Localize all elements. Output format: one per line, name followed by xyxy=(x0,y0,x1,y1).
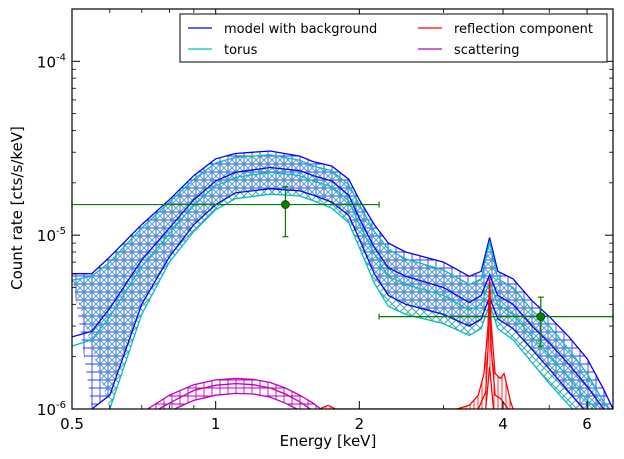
x-tick-label: 0.5 xyxy=(60,415,84,433)
line-model-with-background-upper xyxy=(72,150,613,409)
legend-entry-reflection-component: reflection component xyxy=(418,22,593,37)
legend-label: reflection component xyxy=(454,22,593,37)
legend-label: torus xyxy=(224,43,258,58)
legend-label: scattering xyxy=(454,43,520,58)
legend-entry-torus: torus xyxy=(188,43,258,58)
x-tick-label: 4 xyxy=(498,415,508,433)
y-tick-label: 10-6 xyxy=(37,400,66,419)
legend-entry-model-with-background: model with background xyxy=(188,22,377,37)
line-scattering-lower xyxy=(174,392,298,409)
data-points xyxy=(71,186,614,347)
data-point-2 xyxy=(378,296,614,347)
x-axis-label: Energy [keV] xyxy=(280,432,377,450)
line-torus-lower xyxy=(109,193,574,409)
x-tick-label: 1 xyxy=(211,415,221,433)
band-torus xyxy=(72,154,610,409)
line-model-with-background-lower xyxy=(91,188,585,409)
y-tick-label: 10-5 xyxy=(37,226,66,245)
legend: model with background reflection componen… xyxy=(179,13,608,63)
x-tick-label: 2 xyxy=(355,415,365,433)
line-scattering-middle xyxy=(158,382,311,409)
legend-label: model with background xyxy=(224,22,377,37)
line-model-with-background-middle xyxy=(72,166,605,409)
line-torus-middle xyxy=(72,171,598,409)
x-axis-ticks: 0.5 1 2 4 6 xyxy=(60,9,592,433)
x-tick-label: 6 xyxy=(582,415,592,433)
data-point-marker xyxy=(536,312,546,322)
y-axis-ticks: 10-6 10-5 10-4 xyxy=(37,8,613,419)
y-axis-label: Count rate [cts/s/keV] xyxy=(8,126,26,290)
data-point-marker xyxy=(281,200,290,209)
line-scattering-upper xyxy=(147,377,322,409)
plot-frame xyxy=(71,8,614,410)
line-reflection-component-lower xyxy=(485,366,495,409)
legend-box xyxy=(179,13,608,63)
legend-entry-scattering: scattering xyxy=(418,43,520,58)
data-point-1 xyxy=(71,186,380,238)
band-reflection-component xyxy=(319,278,514,409)
y-tick-label: 10-4 xyxy=(37,52,66,71)
line-reflection-component-middle xyxy=(477,295,509,409)
